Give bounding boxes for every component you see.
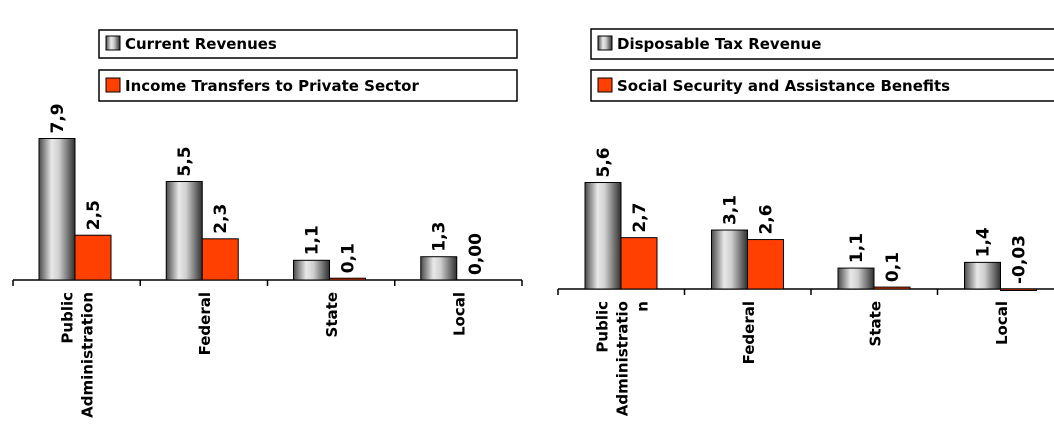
legend-left-label-1: Income Transfers to Private Sector: [125, 77, 419, 95]
legend-right-swatch-1: [597, 77, 613, 93]
data-label: 0,1: [339, 243, 359, 273]
legend-left: Current Revenues Income Transfers to Pri…: [98, 29, 518, 102]
data-label: 5,6: [594, 147, 614, 177]
category-label: State: [866, 301, 884, 346]
category-label: Local: [993, 301, 1011, 345]
legend-left-box-1: [98, 69, 518, 102]
legend-right-swatch-0: [597, 35, 613, 51]
bar-series1-federal: [747, 239, 784, 290]
bar-series0-state: [837, 267, 875, 290]
bar-series0-public-administration: [38, 138, 76, 281]
bar-series0-local: [964, 261, 1001, 290]
data-label: 2,6: [757, 204, 777, 234]
legend-right-box-0: [590, 28, 1054, 60]
bar-series1-public-administration: [74, 234, 112, 281]
bar-series0-federal: [711, 229, 748, 290]
bar-series0-public-administration: [584, 182, 622, 290]
legend-left-label-0: Current Revenues: [125, 35, 277, 53]
plot-area-right: 5,6 3,1 1,1 1,4 2,7 2,6 0,1 -0,03 Public Administ…: [557, 147, 1054, 416]
category-label: Federal: [196, 292, 214, 355]
data-label: 3,1: [721, 195, 741, 225]
legend-right-box-1: [590, 69, 1054, 102]
bar-series0-state: [293, 259, 330, 281]
plot-area-left: 7,9 5,5 1,1 1,3 2,5 2,3 0,1 0,00 Public Administr…: [12, 103, 523, 418]
bar-series0-federal: [165, 180, 203, 281]
category-label: Public: [593, 301, 611, 353]
data-label: 1,1: [303, 225, 323, 255]
legend-right: Disposable Tax Revenue Social Security a…: [590, 28, 1054, 102]
data-label: 1,1: [847, 233, 867, 263]
data-label: 2,5: [84, 200, 104, 230]
data-label: 7,9: [48, 103, 68, 133]
legend-left-box-0: [98, 29, 518, 59]
legend-left-swatch-0: [105, 35, 121, 51]
data-label: 2,3: [211, 204, 231, 234]
legend-left-swatch-1: [105, 77, 121, 93]
legend-right-label-0: Disposable Tax Revenue: [617, 35, 821, 53]
data-label: 0,1: [883, 252, 903, 282]
category-label: Administration: [79, 292, 97, 418]
data-label: 1,4: [974, 227, 994, 257]
chart-right: Disposable Tax Revenue Social Security a…: [557, 28, 1054, 416]
bar-series1-state: [873, 286, 911, 290]
bar-series1-public-administration: [620, 237, 658, 290]
data-label: -0,03: [1010, 235, 1030, 284]
category-label: Local: [450, 292, 468, 336]
chart-left: Current Revenues Income Transfers to Pri…: [12, 29, 523, 418]
data-label: 5,5: [175, 146, 195, 176]
category-label: Federal: [740, 301, 758, 364]
category-label: Public: [59, 292, 77, 344]
data-label: 0,00: [466, 233, 486, 275]
bar-series1-state: [329, 277, 366, 281]
bar-series1-federal: [201, 238, 239, 281]
category-label: State: [323, 292, 341, 337]
legend-right-label-1: Social Security and Assistance Benefits: [617, 77, 950, 95]
data-label: 2,7: [630, 203, 650, 233]
data-label: 1,3: [430, 222, 450, 252]
category-label: Administratio: [613, 301, 631, 416]
category-label: n: [633, 301, 651, 312]
bar-series0-local: [420, 256, 458, 281]
bar-series1-local: [1000, 288, 1037, 291]
